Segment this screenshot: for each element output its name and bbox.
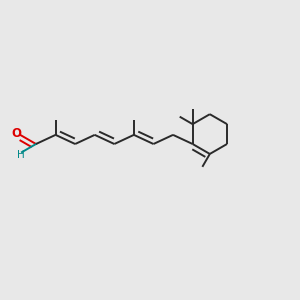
Text: O: O bbox=[11, 127, 21, 140]
Text: H: H bbox=[16, 150, 24, 160]
